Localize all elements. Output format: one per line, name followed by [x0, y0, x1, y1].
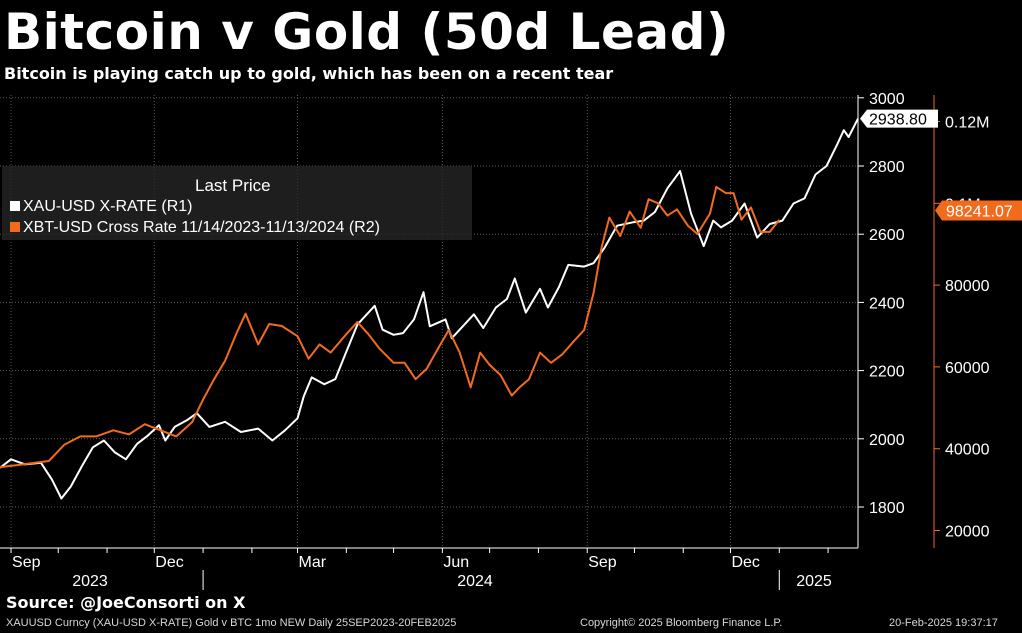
footer-timestamp: 20-Feb-2025 19:37:17 — [889, 617, 998, 629]
legend-item-gold: XAU-USD X-RATE (R1) — [10, 198, 193, 216]
axis-r1-tick-label: 2600 — [869, 227, 905, 244]
legend: Last Price XAU-USD X-RATE (R1) XBT-USD C… — [2, 166, 472, 240]
last-value-flag-gold — [860, 109, 938, 128]
axis-r2-tick-label: 0.12M — [945, 115, 989, 132]
axis-r2-tick-label: 60000 — [945, 360, 990, 377]
axis-r1-tick-label: 3000 — [869, 91, 905, 108]
axis-r2-tick-label: 20000 — [945, 524, 990, 541]
last-value-flag-bitcoin — [935, 200, 1022, 221]
axis-r1-tick-label: 2000 — [869, 432, 905, 449]
legend-header: Last Price — [195, 176, 271, 195]
x-tick-label: Dec — [731, 554, 759, 571]
axis-r1-tick-label: 1800 — [869, 500, 905, 517]
legend-label-bitcoin: XBT-USD Cross Rate 11/14/2023-11/13/2024… — [23, 219, 380, 236]
footer-ticker-info: XAUUSD Curncy (XAU-USD X-RATE) Gold v BT… — [6, 617, 457, 629]
last-value-label-gold: 2938.80 — [869, 112, 927, 129]
axis-r2-tick-label: 40000 — [945, 442, 990, 459]
legend-swatch-gold — [10, 201, 20, 211]
x-tick-label: Dec — [155, 554, 183, 571]
legend-label-gold: XAU-USD X-RATE (R1) — [23, 198, 193, 215]
footer-copyright: Copyright© 2025 Bloomberg Finance L.P. — [580, 617, 783, 629]
x-year-label: 2024 — [457, 573, 493, 590]
series-line-gold — [0, 118, 859, 500]
x-tick-label: Jun — [443, 554, 469, 571]
last-value-label-bitcoin: 98241.07 — [946, 203, 1013, 220]
chart-subtitle: Bitcoin is playing catch up to gold, whi… — [4, 64, 614, 83]
x-tick-label: Sep — [12, 554, 41, 571]
x-year-label: 2023 — [72, 573, 108, 590]
x-tick-label: Mar — [299, 554, 327, 571]
series-line-bitcoin — [0, 185, 781, 469]
axis-r1-tick-label: 2200 — [869, 364, 905, 381]
chart-title: Bitcoin v Gold (50d Lead) — [4, 3, 730, 61]
axis-layer: 1800 2000 2200 2400 2600 2800 3000 20000 40000 60… — [0, 91, 1022, 590]
axis-r1-tick-label: 2800 — [869, 159, 905, 176]
axis-r2-tick-label: 80000 — [945, 278, 990, 295]
axis-r1-tick-label: 2400 — [869, 295, 905, 312]
source-note: Source: @JoeConsorti on X — [6, 593, 246, 612]
x-year-label: 2025 — [796, 573, 832, 590]
legend-swatch-bitcoin — [10, 222, 20, 232]
x-tick-label: Sep — [588, 554, 617, 571]
series-layer — [0, 118, 859, 500]
legend-item-bitcoin: XBT-USD Cross Rate 11/14/2023-11/13/2024… — [10, 219, 380, 237]
